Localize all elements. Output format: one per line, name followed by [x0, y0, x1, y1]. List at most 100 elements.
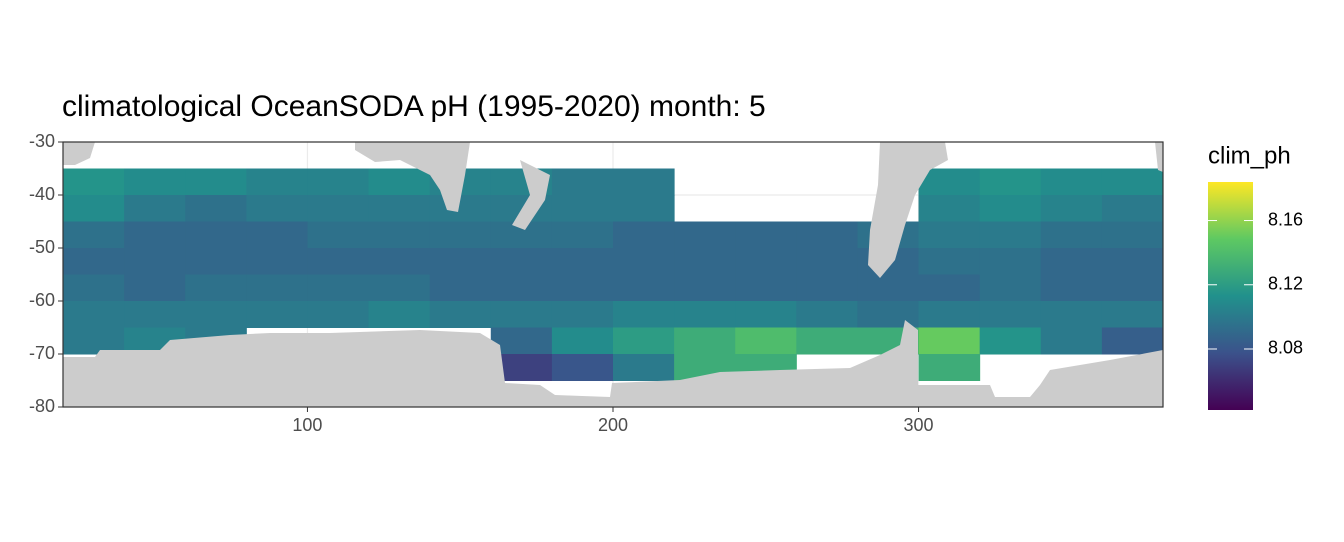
cell — [796, 327, 858, 355]
cell — [857, 274, 920, 302]
cell — [429, 221, 492, 249]
cell — [63, 248, 125, 275]
australia — [355, 142, 470, 212]
cell — [124, 248, 186, 275]
cell — [185, 221, 247, 249]
cell — [124, 221, 186, 249]
colorbar — [1208, 182, 1253, 410]
cell — [1101, 221, 1163, 249]
cell — [246, 274, 308, 302]
cell — [551, 301, 614, 328]
cell — [613, 248, 675, 275]
cell — [246, 248, 308, 275]
cell — [307, 274, 370, 302]
cell — [613, 327, 675, 355]
cell — [918, 274, 981, 302]
cell — [307, 248, 370, 275]
cell — [1101, 248, 1163, 275]
cell — [185, 168, 247, 196]
cell — [490, 327, 553, 355]
cell — [124, 274, 186, 302]
cell — [551, 354, 614, 381]
antarctica — [63, 320, 1163, 407]
cell — [918, 168, 981, 196]
cell — [796, 274, 858, 302]
cell — [429, 195, 492, 222]
cell — [613, 195, 675, 222]
cell — [185, 195, 247, 222]
cell — [185, 248, 247, 275]
cell — [1040, 301, 1103, 328]
cell — [979, 274, 1042, 302]
cell — [1040, 248, 1103, 275]
cell — [368, 274, 431, 302]
cell — [674, 221, 736, 249]
cell — [735, 327, 797, 355]
cell — [918, 195, 981, 222]
cell — [735, 301, 797, 328]
cell — [307, 168, 370, 196]
cell — [551, 327, 614, 355]
cell — [185, 301, 247, 328]
cell — [368, 221, 431, 249]
cell — [979, 327, 1042, 355]
cell — [429, 248, 492, 275]
cell — [63, 195, 125, 222]
y-tick-label: -80 — [29, 396, 55, 416]
cell — [368, 248, 431, 275]
y-tick-label: -30 — [29, 131, 55, 151]
cell — [918, 221, 981, 249]
cell — [368, 168, 431, 196]
cell — [1040, 168, 1103, 196]
cell — [735, 221, 797, 249]
cell — [613, 301, 675, 328]
cell — [63, 221, 125, 249]
cell — [979, 248, 1042, 275]
x-tick-label: 200 — [598, 415, 628, 435]
cell — [918, 354, 981, 381]
cell — [246, 301, 308, 328]
cell — [124, 301, 186, 328]
cell — [551, 221, 614, 249]
cell — [551, 274, 614, 302]
colorbar-label: 8.12 — [1268, 274, 1303, 294]
cell — [918, 327, 981, 355]
africa — [63, 142, 95, 165]
legend-title: clim_ph — [1208, 142, 1291, 169]
y-tick-label: -60 — [29, 290, 55, 310]
land-edge — [1155, 142, 1163, 172]
cell — [551, 195, 614, 222]
cell — [796, 301, 858, 328]
cell — [246, 168, 308, 196]
cell — [674, 327, 736, 355]
cell — [613, 221, 675, 249]
y-tick-label: -40 — [29, 184, 55, 204]
x-tick-label: 100 — [292, 415, 322, 435]
colorbar-label: 8.08 — [1268, 338, 1303, 358]
cell — [796, 248, 858, 275]
cell — [735, 248, 797, 275]
x-tick-label: 300 — [904, 415, 934, 435]
cell — [674, 248, 736, 275]
cell — [63, 168, 125, 196]
cell — [246, 221, 308, 249]
south-america — [868, 142, 948, 278]
cell — [613, 354, 675, 381]
cell — [307, 301, 370, 328]
cell — [185, 274, 247, 302]
cell — [613, 168, 675, 196]
cell — [918, 248, 981, 275]
cell — [246, 195, 308, 222]
cell — [1101, 274, 1163, 302]
cell — [490, 248, 553, 275]
cell — [979, 221, 1042, 249]
cell — [1040, 327, 1103, 355]
cell — [918, 301, 981, 328]
cell — [124, 168, 186, 196]
cell — [613, 274, 675, 302]
cell — [735, 274, 797, 302]
cell — [1040, 195, 1103, 222]
cell — [490, 274, 553, 302]
cell — [1040, 221, 1103, 249]
